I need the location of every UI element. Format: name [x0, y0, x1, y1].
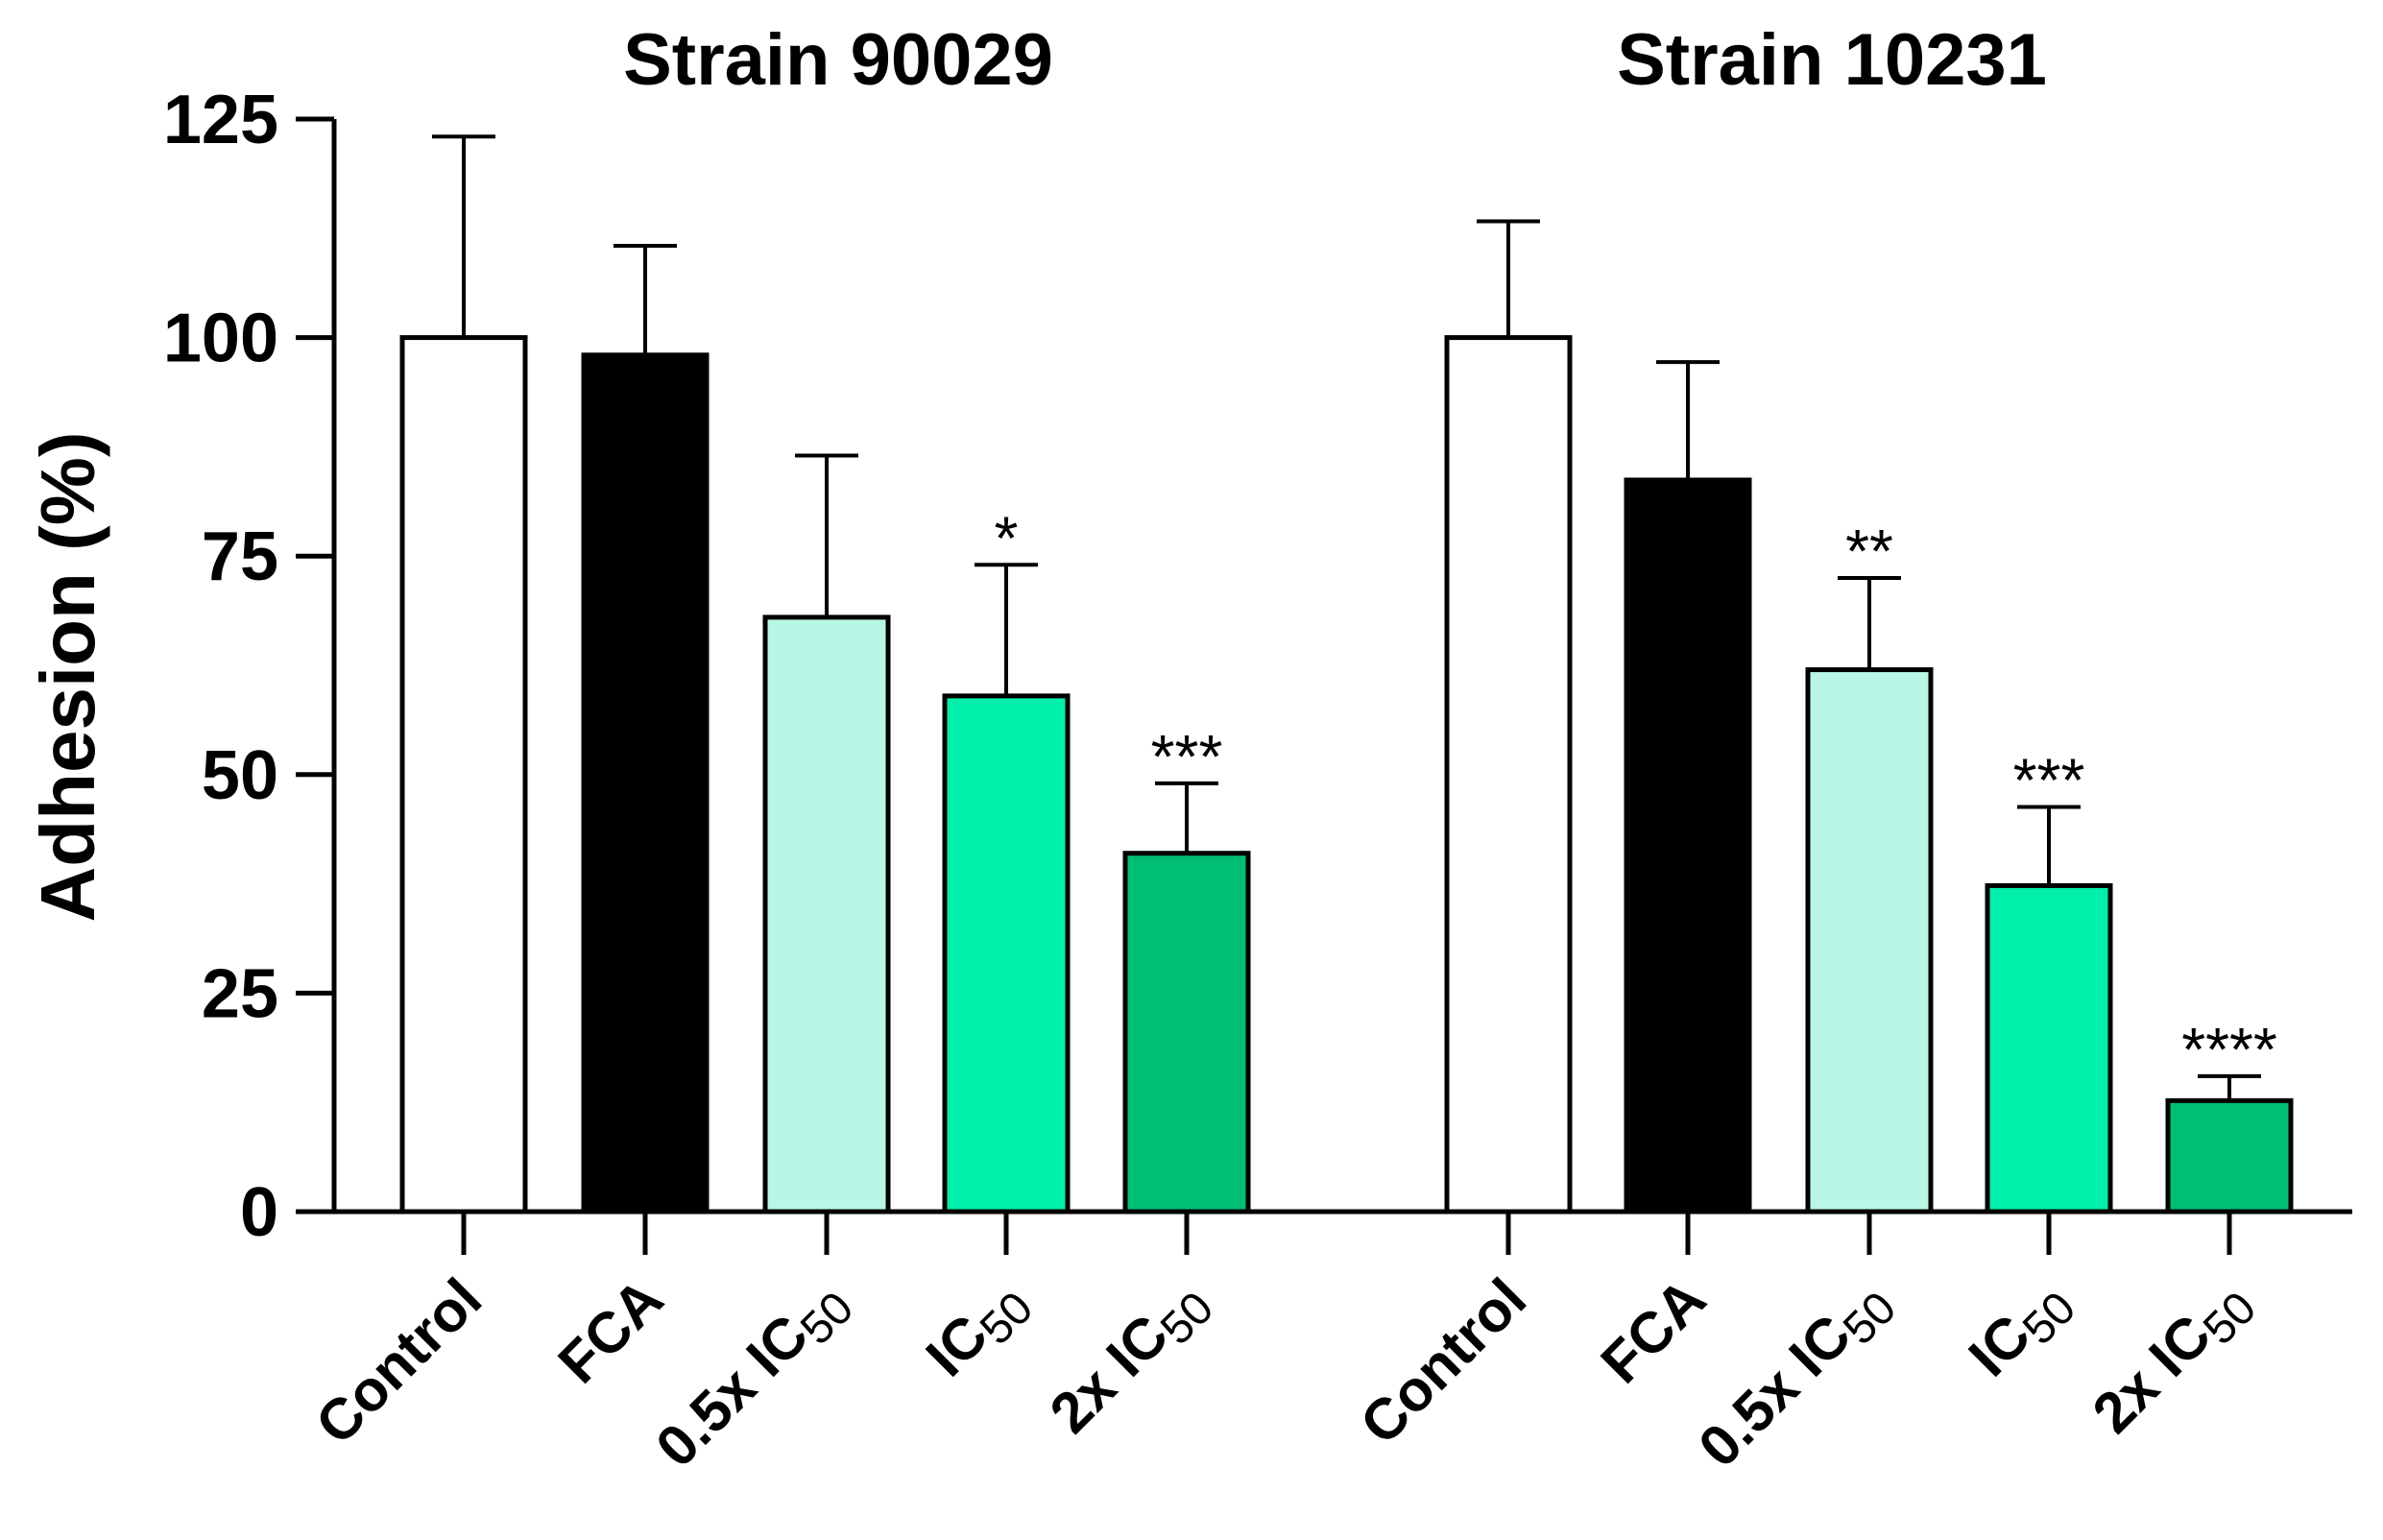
significance-label: ****	[2181, 1015, 2277, 1084]
y-tick-label: 100	[163, 301, 278, 377]
y-tick-label: 25	[202, 955, 278, 1032]
bar	[1624, 477, 1752, 1215]
x-tick-label: Control	[1348, 1266, 1538, 1456]
x-tick-label: FCA	[1589, 1266, 1719, 1396]
bars-layer	[399, 134, 2294, 1215]
group-title: Strain 10231	[1617, 19, 2047, 101]
x-tick-label: 0.5x IC50	[1686, 1266, 1906, 1486]
bar	[1122, 851, 1251, 1215]
axes: 0 25 50 75 100 125	[163, 82, 2352, 1255]
y-tick-label: 75	[202, 518, 278, 595]
bar	[1444, 335, 1573, 1215]
x-tick-label: 2x IC50	[1038, 1266, 1224, 1453]
bar	[762, 614, 891, 1215]
y-tick-label: 0	[240, 1174, 278, 1251]
significance-label: *	[995, 503, 1019, 572]
y-axis-label: Adhesion (%)	[25, 431, 110, 922]
significance-label: **	[1845, 517, 1893, 586]
x-tick-label: 2x IC50	[2081, 1266, 2267, 1453]
bar	[2165, 1097, 2294, 1215]
bar	[399, 335, 528, 1215]
bar	[1805, 667, 1934, 1215]
significance-label: ***	[2013, 745, 2085, 814]
bar	[1985, 882, 2113, 1215]
x-tick-label: Control	[303, 1266, 493, 1456]
x-tick-label: 0.5x IC50	[643, 1266, 863, 1486]
x-tick-label: FCA	[546, 1266, 676, 1396]
x-tick-label: IC50	[914, 1266, 1044, 1396]
y-tick-label: 50	[202, 737, 278, 814]
group-title: Strain 90029	[623, 19, 1053, 101]
x-tick-label: IC50	[1957, 1266, 2086, 1396]
bar	[581, 352, 710, 1215]
y-tick-label: 125	[163, 82, 278, 158]
significance-label: ***	[1151, 722, 1223, 791]
bar	[942, 693, 1071, 1215]
